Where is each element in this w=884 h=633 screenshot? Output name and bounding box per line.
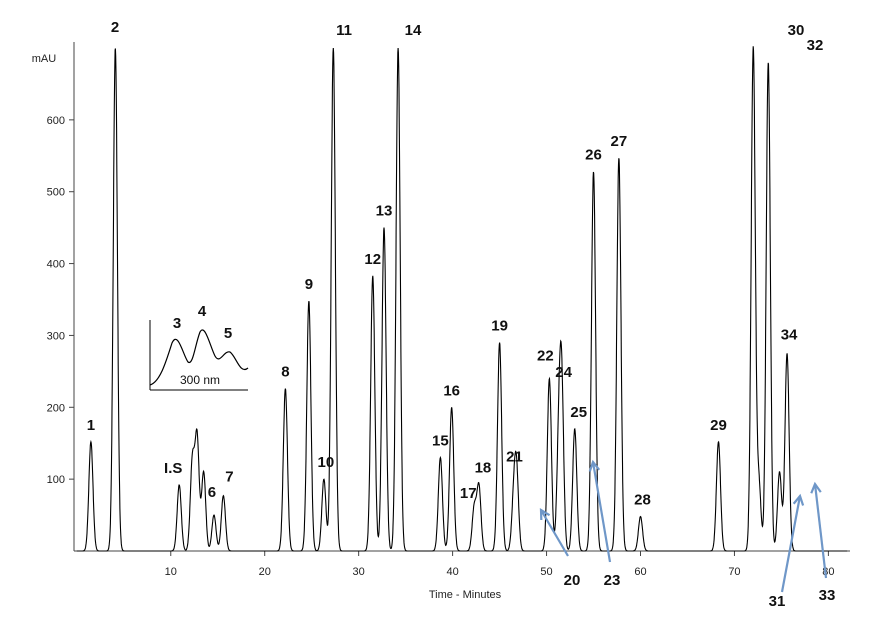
annotation-arrow — [540, 509, 569, 557]
peak-label: 8 — [281, 364, 289, 381]
x-tick-label: 60 — [634, 566, 646, 578]
peak-label: 9 — [305, 276, 313, 293]
peak-label: 30 — [788, 22, 805, 39]
arrow-head — [792, 493, 805, 506]
arrow-head — [588, 459, 601, 472]
y-tick-label: 400 — [47, 259, 65, 271]
x-axis-label: Time - Minutes — [429, 589, 502, 601]
x-tick-label: 20 — [259, 566, 271, 578]
peak-label: 11 — [336, 22, 352, 39]
peak-label: 25 — [570, 404, 587, 421]
y-ticks: 100 200 300 400 500 600 — [47, 115, 74, 486]
peak-label: 4 — [198, 303, 207, 320]
peak-label: 34 — [781, 326, 798, 343]
peak-label: 23 — [604, 572, 621, 589]
y-axis-label: mAU — [32, 53, 57, 65]
peak-label: 16 — [443, 382, 460, 399]
peak-label: 14 — [405, 22, 422, 39]
x-tick-label: 30 — [353, 566, 365, 578]
peak-label: 10 — [318, 454, 335, 471]
peak-label: 2 — [111, 19, 119, 36]
peak-label: 21 — [506, 448, 523, 465]
arrow-head — [810, 481, 822, 494]
y-tick-label: 500 — [47, 187, 65, 199]
peak-label: 29 — [710, 417, 727, 434]
x-ticks: 10 20 30 40 50 60 70 80 — [165, 551, 835, 578]
peak-label: 13 — [376, 203, 393, 220]
y-tick-label: 300 — [47, 330, 65, 342]
peak-label: 31 — [769, 593, 786, 610]
peak-label: 18 — [475, 459, 492, 476]
peak-label: 1 — [87, 417, 95, 434]
peak-label: 15 — [432, 433, 449, 450]
peak-label: 7 — [225, 469, 233, 486]
peak-label: I.S — [164, 460, 182, 477]
chromatogram-trace — [76, 46, 848, 552]
peak-label: 6 — [208, 484, 216, 501]
inset-spectrum-line — [149, 329, 249, 386]
peak-label: 17 — [460, 485, 477, 502]
x-tick-label: 50 — [540, 566, 552, 578]
inset-label: 300 nm — [180, 373, 220, 387]
peak-label: 32 — [807, 37, 824, 54]
peak-label: 33 — [819, 587, 836, 604]
peak-label: 3 — [173, 315, 181, 332]
annotation-arrow — [780, 495, 802, 593]
annotation-arrow — [591, 461, 612, 563]
y-tick-label: 600 — [47, 115, 65, 127]
y-tick-label: 200 — [47, 402, 65, 414]
x-tick-label: 70 — [728, 566, 740, 578]
uv-spectrum-inset: 300 nm — [149, 320, 249, 391]
arrow-head — [539, 508, 551, 521]
y-tick-label: 100 — [47, 474, 65, 486]
peak-labels: 12I.S34567891011121314151617181920212223… — [87, 19, 836, 610]
x-tick-label: 40 — [446, 566, 458, 578]
peak-label: 28 — [634, 492, 651, 509]
peak-label: 19 — [491, 318, 508, 335]
peak-label: 24 — [555, 364, 572, 381]
peak-label: 20 — [564, 572, 581, 589]
peak-label: 27 — [611, 133, 628, 150]
peak-label: 5 — [224, 325, 232, 342]
x-tick-label: 10 — [165, 566, 177, 578]
peak-label: 22 — [537, 348, 554, 365]
peak-label: 26 — [585, 147, 602, 164]
peak-label: 12 — [364, 251, 381, 268]
annotation-arrows — [539, 459, 828, 593]
annotation-arrow — [813, 483, 828, 579]
